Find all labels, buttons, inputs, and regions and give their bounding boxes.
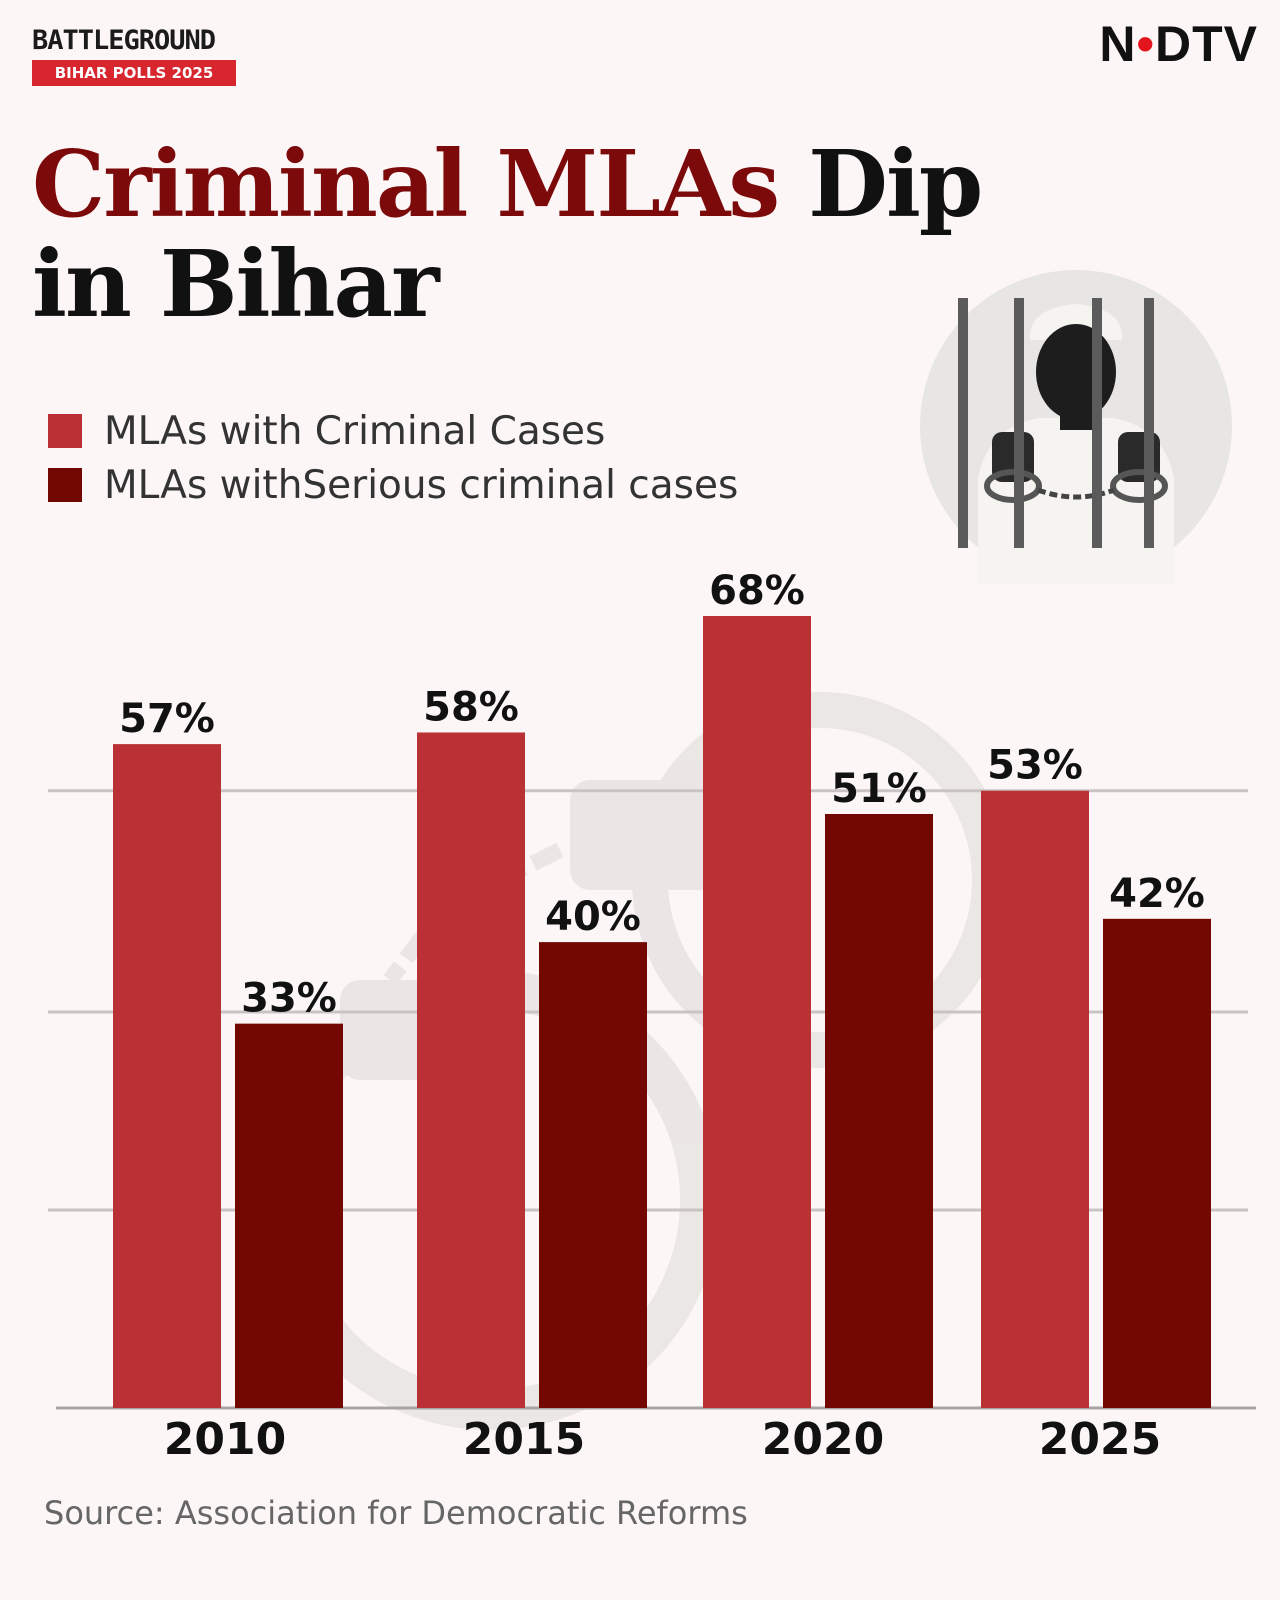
legend-item-serious: MLAs withSerious criminal cases — [48, 458, 738, 512]
value-label-2025-criminal: 53% — [987, 743, 1083, 789]
brand-badge: BATTLEGROUND BIHAR POLLS 2025 — [32, 26, 238, 86]
title-accent: Criminal MLAs — [32, 130, 780, 238]
brand-name: BATTLEGROUND — [32, 25, 216, 56]
source-note: Source: Association for Democratic Refor… — [44, 1494, 748, 1532]
legend-label-criminal: MLAs with Criminal Cases — [104, 408, 606, 454]
bar-2025-serious — [1103, 918, 1211, 1408]
value-label-2015-criminal: 58% — [423, 684, 519, 730]
bar-2010-criminal — [113, 744, 221, 1408]
page-title: Criminal MLAs Dip in Bihar — [32, 134, 1092, 334]
bar-2010-serious — [235, 1023, 343, 1408]
ndtv-logo: N•DTV — [1099, 16, 1258, 72]
tick-label-2020: 2020 — [762, 1414, 884, 1465]
value-label-2010-criminal: 57% — [119, 696, 215, 742]
legend-item-criminal: MLAs with Criminal Cases — [48, 404, 738, 458]
value-label-2010-serious: 33% — [241, 976, 337, 1022]
jailed-person-icon — [920, 270, 1232, 584]
legend-swatch-serious — [48, 468, 82, 502]
legend-label-serious: MLAs withSerious criminal cases — [104, 462, 739, 508]
legend-swatch-criminal — [48, 414, 82, 448]
tick-label-2010: 2010 — [164, 1414, 286, 1465]
tick-label-2015: 2015 — [463, 1414, 585, 1465]
value-label-2020-serious: 51% — [831, 766, 927, 812]
bar-2025-criminal — [981, 790, 1089, 1408]
brand-subtitle: BIHAR POLLS 2025 — [32, 60, 236, 86]
value-label-2025-serious: 42% — [1109, 871, 1205, 917]
bar-2015-serious — [539, 942, 647, 1408]
tick-label-2025: 2025 — [1039, 1414, 1161, 1465]
bar-2020-criminal — [703, 616, 811, 1408]
value-label-2015-serious: 40% — [545, 894, 641, 940]
bar-2020-serious — [825, 814, 933, 1408]
value-label-2020-criminal: 68% — [709, 568, 805, 614]
chart-legend: MLAs with Criminal Cases MLAs withSeriou… — [48, 404, 738, 512]
bar-2015-criminal — [417, 732, 525, 1408]
title-rest: Dip in Bihar — [32, 130, 983, 338]
